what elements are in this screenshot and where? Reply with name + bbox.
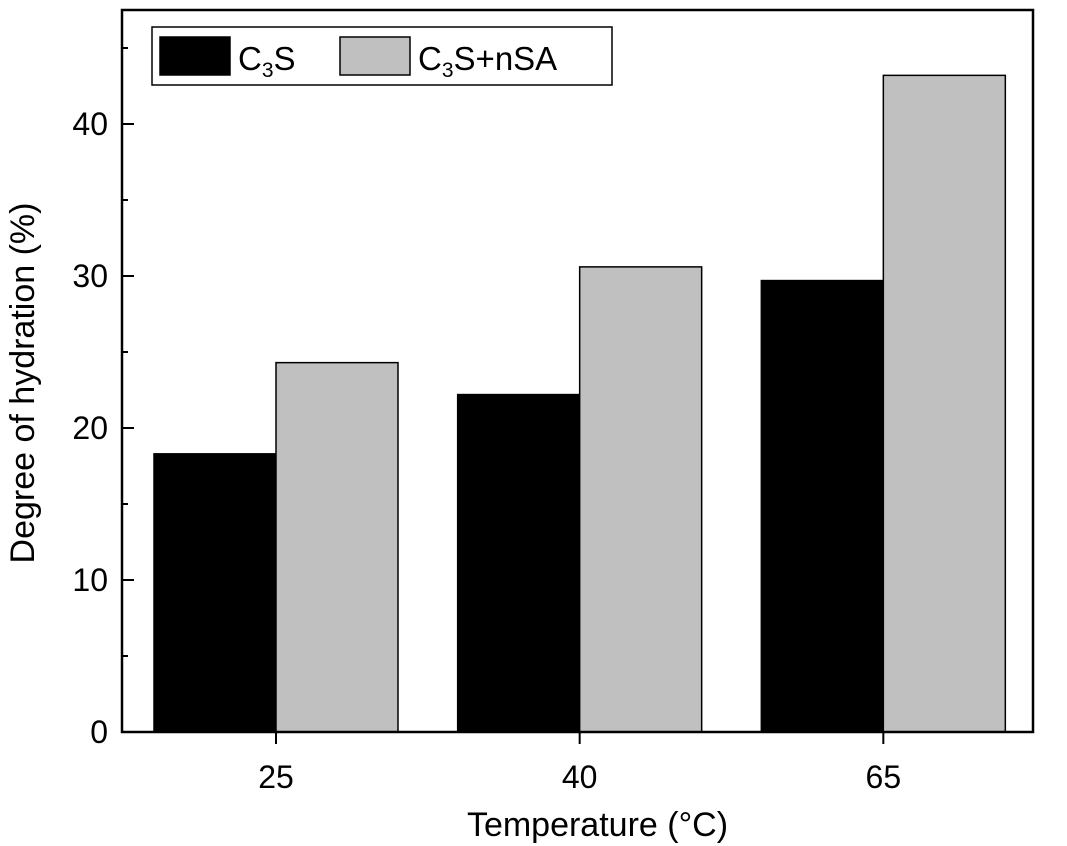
bar-c3s-65 xyxy=(760,279,885,733)
y-axis: 0 10 20 30 40 xyxy=(72,47,134,750)
legend-label-c3s-nsa: C3S+nSA xyxy=(418,40,557,82)
bar-c3s-25 xyxy=(153,453,277,733)
y-tick-label: 0 xyxy=(90,714,108,750)
y-tick-label: 10 xyxy=(72,562,108,598)
x-axis-title: Temperature (°C) xyxy=(467,806,728,844)
y-axis-title: Degree of hydration (%) xyxy=(4,203,42,564)
x-tick-label: 65 xyxy=(866,759,902,795)
y-tick-label: 40 xyxy=(72,106,108,142)
bar-c3s-nsa-65 xyxy=(882,74,1007,733)
bar-c3s-nsa-40 xyxy=(578,266,703,733)
y-tick-label: 30 xyxy=(72,258,108,294)
legend: C3S C3S+nSA xyxy=(151,26,613,86)
bars-group xyxy=(153,74,1007,733)
y-tick-label: 20 xyxy=(72,410,108,446)
legend-label-c3s: C3S xyxy=(238,40,296,82)
bar-c3s-40 xyxy=(456,393,581,733)
plot-frame xyxy=(120,8,1035,734)
legend-swatch-c3s xyxy=(159,36,231,76)
legend-swatch-c3s-nsa xyxy=(339,36,411,76)
x-axis: 25 40 65 xyxy=(258,732,901,795)
bar-c3s-nsa-25 xyxy=(275,361,399,733)
x-tick-label: 40 xyxy=(562,759,598,795)
x-tick-label: 25 xyxy=(258,759,294,795)
